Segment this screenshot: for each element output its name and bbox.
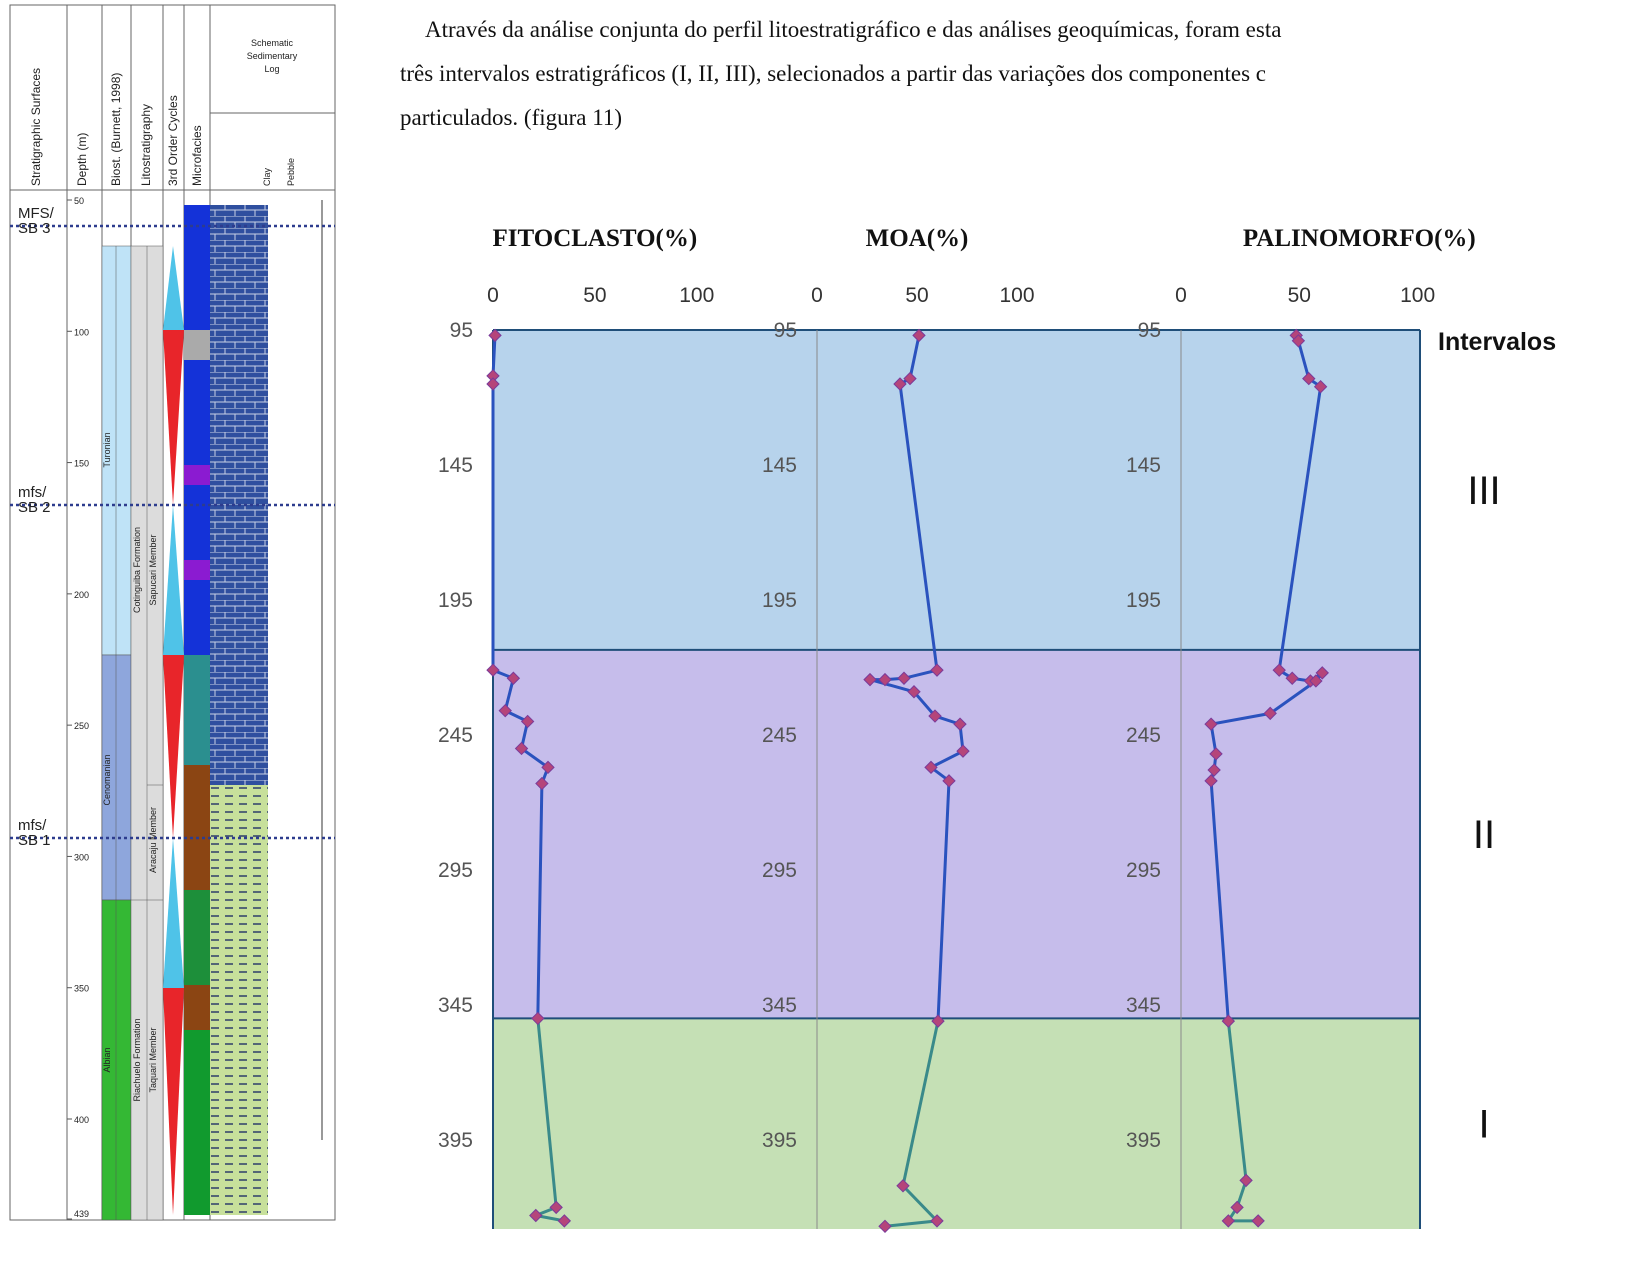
depth-tick-label: 50 bbox=[74, 196, 84, 206]
column-header: 3rd Order Cycles bbox=[166, 95, 180, 186]
interval-label: I bbox=[1478, 1103, 1489, 1147]
y-tick-label: 345 bbox=[438, 994, 473, 1017]
chart-title: MOA(%) bbox=[866, 225, 969, 252]
y-tick-label: 395 bbox=[438, 1129, 473, 1152]
y-tick-label: 345 bbox=[1126, 994, 1161, 1017]
formation-label: Riachuelo Formation bbox=[132, 1018, 142, 1101]
depth-tick-label: 400 bbox=[74, 1115, 89, 1125]
x-tick-label: 0 bbox=[487, 284, 499, 307]
chart-title: PALINOMORFO(%) bbox=[1243, 225, 1476, 252]
interval-band bbox=[493, 330, 1420, 650]
surface-label: SB 1 bbox=[18, 832, 51, 849]
y-tick-label: 145 bbox=[762, 454, 797, 477]
log-header: Schematic bbox=[251, 38, 294, 48]
depth-tick-label: 350 bbox=[74, 984, 89, 994]
y-tick-label: 95 bbox=[1138, 319, 1161, 342]
surface-label: SB 3 bbox=[18, 220, 51, 237]
x-tick-label: 0 bbox=[811, 284, 823, 307]
formation-label: Cotinguiba Formation bbox=[132, 527, 142, 613]
intervals-title: Intervalos bbox=[1438, 328, 1556, 356]
depth-tick-label: 150 bbox=[74, 459, 89, 469]
depth-tick-label: 200 bbox=[74, 590, 89, 600]
x-tick-label: 50 bbox=[583, 284, 606, 307]
y-tick-label: 145 bbox=[438, 454, 473, 477]
depth-tick-label: 250 bbox=[74, 721, 89, 731]
depth-tick-label: 439 bbox=[74, 1209, 89, 1219]
depth-tick-label: 100 bbox=[74, 327, 89, 337]
surface-label: SB 2 bbox=[18, 499, 51, 516]
y-tick-label: 95 bbox=[774, 319, 797, 342]
log-header: Log bbox=[264, 64, 279, 74]
column-header: Biost. (Burnett, 1998) bbox=[109, 73, 123, 186]
column-header: Depth (m) bbox=[75, 133, 89, 186]
biostrat-label: Albian bbox=[102, 1047, 112, 1072]
microfacies bbox=[184, 205, 210, 1215]
y-tick-label: 395 bbox=[762, 1129, 797, 1152]
biostrat-label: Cenomanian bbox=[102, 754, 112, 805]
y-tick-label: 95 bbox=[450, 319, 473, 342]
x-tick-label: 100 bbox=[679, 284, 714, 307]
column-header: Microfacies bbox=[190, 125, 204, 186]
y-tick-label: 295 bbox=[1126, 859, 1161, 882]
interval-band bbox=[493, 1018, 1420, 1229]
interval-label: II bbox=[1473, 813, 1495, 857]
page: Através da análise conjunta do perfil li… bbox=[0, 0, 1640, 1287]
formation-label: Sapucari Member bbox=[148, 534, 158, 605]
depth-tick-label: 300 bbox=[74, 852, 89, 862]
column-header: Stratigraphic Surfaces bbox=[29, 68, 43, 186]
x-tick-label: 100 bbox=[1400, 284, 1435, 307]
y-tick-label: 195 bbox=[438, 589, 473, 612]
sedimentary-log bbox=[210, 200, 322, 1215]
x-tick-label: 50 bbox=[905, 284, 928, 307]
y-tick-label: 195 bbox=[762, 589, 797, 612]
log-header: Sedimentary bbox=[247, 51, 298, 61]
y-tick-label: 195 bbox=[1126, 589, 1161, 612]
y-tick-label: 295 bbox=[762, 859, 797, 882]
column-header: Litostratigraphy bbox=[139, 104, 153, 186]
x-tick-label: 100 bbox=[999, 284, 1034, 307]
y-tick-label: 145 bbox=[1126, 454, 1161, 477]
figure: Stratigraphic Surfaces Depth (m) Biost. (B… bbox=[0, 0, 1640, 1287]
x-tick-label: 50 bbox=[1288, 284, 1311, 307]
y-tick-label: 295 bbox=[438, 859, 473, 882]
cycles bbox=[163, 246, 184, 1215]
grain-label: Clay bbox=[262, 167, 272, 186]
formation-label: Aracaju Member bbox=[148, 807, 158, 873]
y-tick-label: 245 bbox=[762, 724, 797, 747]
y-tick-label: 245 bbox=[438, 724, 473, 747]
chart-title: FITOCLASTO(%) bbox=[493, 225, 698, 252]
biostrat-label: Turonian bbox=[102, 432, 112, 467]
grain-label: Pebble bbox=[286, 158, 296, 186]
formation-label: Taquari Member bbox=[148, 1027, 158, 1092]
x-tick-label: 0 bbox=[1175, 284, 1187, 307]
y-tick-label: 395 bbox=[1126, 1129, 1161, 1152]
interval-label: III bbox=[1467, 469, 1500, 513]
y-tick-label: 345 bbox=[762, 994, 797, 1017]
y-tick-label: 245 bbox=[1126, 724, 1161, 747]
